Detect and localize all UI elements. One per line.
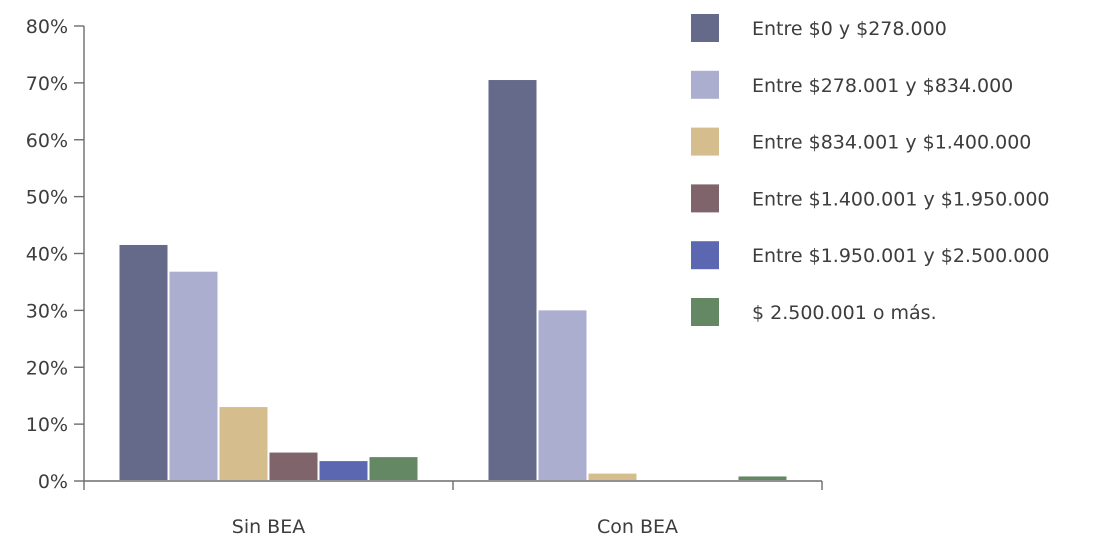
y-tick-label: 20%: [26, 357, 68, 379]
bar: [269, 452, 318, 480]
legend-label: Entre $1.950.001 y $2.500.000: [752, 245, 1050, 267]
y-tick-label: 0%: [38, 471, 68, 493]
bar: [588, 473, 637, 480]
y-tick-label: 50%: [26, 187, 68, 209]
y-axis: 0% 10% 20% 30% 40% 50% 60% 70% 80%: [26, 16, 85, 493]
bar: [738, 476, 787, 480]
bar: [488, 80, 537, 480]
legend-swatch: [691, 184, 719, 213]
bar: [169, 271, 218, 480]
legend-item: $ 2.500.001 o más.: [691, 298, 937, 326]
bars: [119, 80, 787, 480]
bar: [538, 310, 587, 480]
category-label: Con BEA: [597, 516, 678, 535]
y-tick-label: 30%: [26, 300, 68, 322]
legend-item: Entre $278.001 y $834.000: [691, 70, 1013, 99]
legend-label: Entre $1.400.001 y $1.950.000: [752, 188, 1050, 210]
legend-swatch: [691, 70, 719, 99]
legend-label: Entre $0 y $278.000: [752, 18, 947, 40]
legend-label: Entre $278.001 y $834.000: [752, 75, 1013, 97]
legend-swatch: [691, 14, 719, 42]
bar: [119, 244, 168, 480]
legend-label: $ 2.500.001 o más.: [752, 302, 937, 324]
y-tick-label: 10%: [26, 414, 68, 436]
legend-item: Entre $1.400.001 y $1.950.000: [691, 184, 1050, 213]
y-tick-label: 80%: [26, 16, 68, 38]
category-label: Sin BEA: [232, 516, 305, 535]
bar: [369, 457, 418, 480]
bar: [219, 407, 268, 480]
legend-label: Entre $834.001 y $1.400.000: [752, 132, 1031, 154]
legend-swatch: [691, 127, 719, 156]
legend-item: Entre $0 y $278.000: [691, 14, 947, 42]
x-axis: Sin BEA Con BEA: [83, 480, 823, 535]
legend-swatch: [691, 298, 719, 326]
y-tick-label: 60%: [26, 130, 68, 152]
legend: Entre $0 y $278.000 Entre $278.001 y $834…: [691, 14, 1050, 326]
bar: [319, 461, 368, 480]
y-tick-label: 70%: [26, 73, 68, 95]
legend-item: Entre $834.001 y $1.400.000: [691, 127, 1031, 156]
legend-swatch: [691, 241, 719, 270]
y-tick-label: 40%: [26, 244, 68, 266]
legend-item: Entre $1.950.001 y $2.500.000: [691, 241, 1050, 270]
